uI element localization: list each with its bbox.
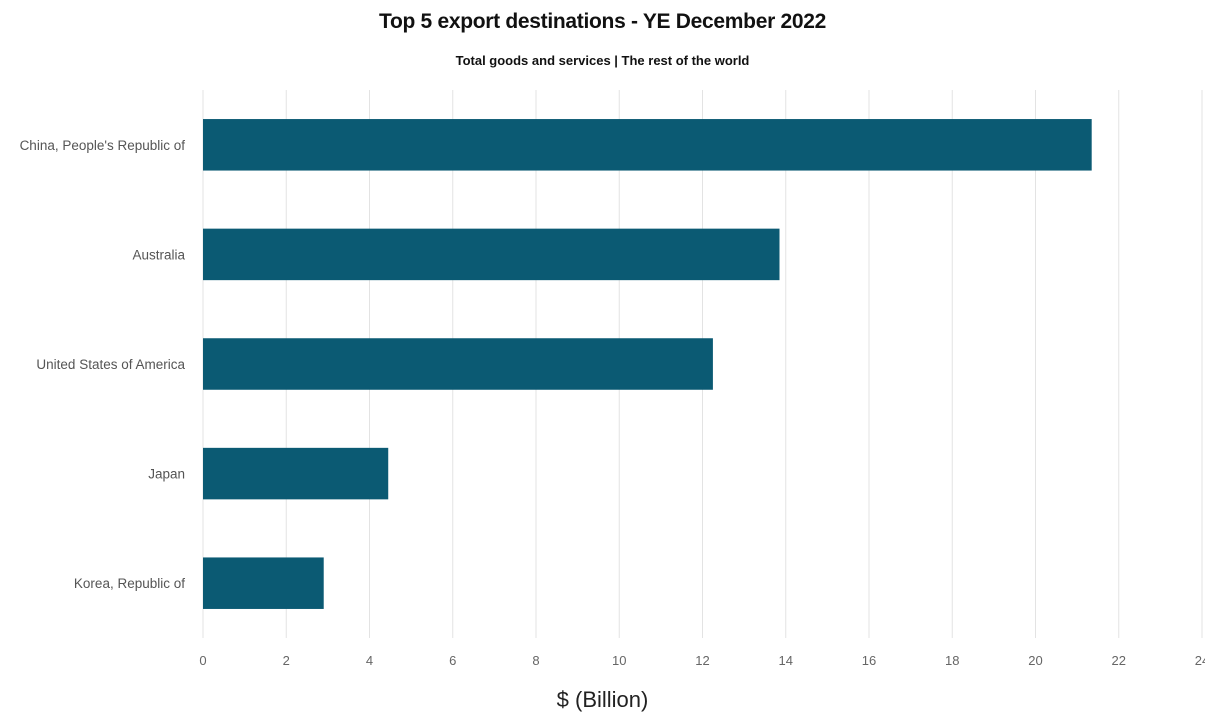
x-tick-label: 6 xyxy=(449,653,456,668)
category-label: United States of America xyxy=(36,357,185,372)
x-axis-label: $ (Billion) xyxy=(556,687,649,712)
x-tick-labels: 024681012141618202224 xyxy=(199,653,1205,668)
category-label: Australia xyxy=(132,247,185,262)
x-tick-label: 10 xyxy=(612,653,626,668)
x-tick-label: 12 xyxy=(695,653,709,668)
category-label: China, People's Republic of xyxy=(20,138,186,153)
x-tick-label: 22 xyxy=(1112,653,1126,668)
x-tick-label: 4 xyxy=(366,653,373,668)
x-tick-label: 16 xyxy=(862,653,876,668)
bar xyxy=(203,447,389,500)
chart-subtitle: Total goods and services | The rest of t… xyxy=(455,53,750,68)
bars xyxy=(203,119,1092,609)
bar xyxy=(203,228,780,281)
x-tick-label: 18 xyxy=(945,653,959,668)
x-tick-label: 24 xyxy=(1195,653,1205,668)
gridlines xyxy=(202,90,1203,638)
bar xyxy=(203,119,1092,171)
category-label: Japan xyxy=(148,467,185,482)
chart-title: Top 5 export destinations - YE December … xyxy=(378,10,826,33)
x-tick-label: 2 xyxy=(283,653,290,668)
category-label: Korea, Republic of xyxy=(74,576,185,591)
category-labels: China, People's Republic of Australia Unit… xyxy=(20,138,186,591)
x-tick-label: 0 xyxy=(199,653,206,668)
x-tick-label: 8 xyxy=(532,653,539,668)
x-tick-label: 14 xyxy=(779,653,793,668)
bar xyxy=(203,338,713,390)
bar xyxy=(203,557,324,609)
x-tick-label: 20 xyxy=(1028,653,1042,668)
